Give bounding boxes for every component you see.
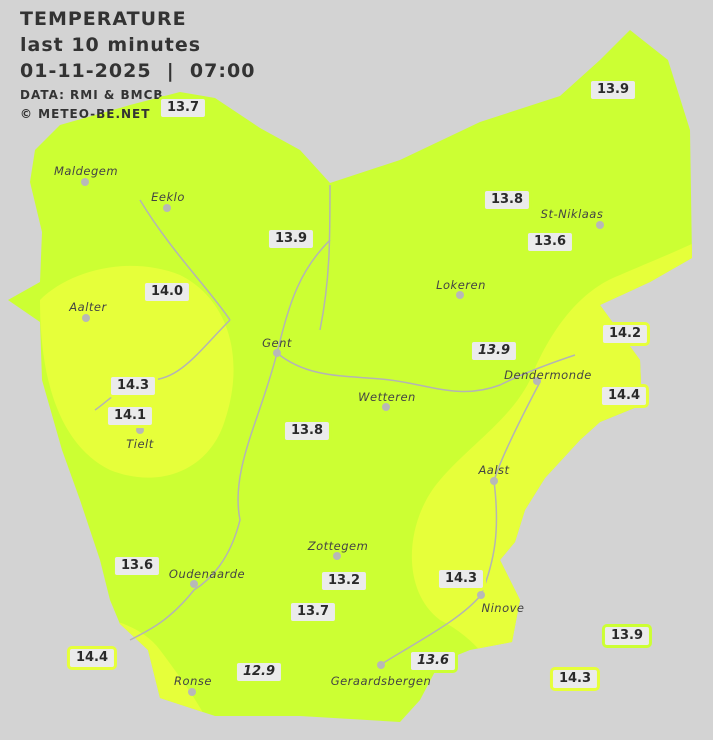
station-temperature-label[interactable]: 13.2 xyxy=(318,569,370,593)
station-temperature-label[interactable]: 13.6 xyxy=(524,230,576,254)
city-dot-lokeren xyxy=(456,291,464,299)
city-label-zottegem: Zottegem xyxy=(307,539,369,553)
city-dot-ronse xyxy=(188,688,196,696)
map-datetime: 01-11-2025 | 07:00 xyxy=(20,60,256,82)
data-source: DATA: RMI & BMCB xyxy=(20,88,164,102)
station-temperature-label[interactable]: 13.6 xyxy=(111,554,163,578)
station-temperature-label[interactable]: 14.2 xyxy=(599,322,651,346)
station-temperature-label[interactable]: 12.9 xyxy=(233,660,285,684)
copyright: © METEO-BE.NET xyxy=(20,107,151,121)
station-temperature-label[interactable]: 14.3 xyxy=(435,567,487,591)
station-temperature-label[interactable]: 14.4 xyxy=(66,646,118,670)
station-temperature-label[interactable]: 14.0 xyxy=(141,280,193,304)
city-label-aalst: Aalst xyxy=(478,463,510,477)
station-temperature-label[interactable]: 13.9 xyxy=(587,78,639,102)
city-dot-aalst xyxy=(490,477,498,485)
city-dot-gent xyxy=(273,349,281,357)
city-label-tielt: Tielt xyxy=(126,437,154,451)
city-dot-maldegem xyxy=(81,178,89,186)
map-title: TEMPERATURE xyxy=(20,8,187,30)
station-temperature-label[interactable]: 13.7 xyxy=(157,96,209,120)
station-temperature-label[interactable]: 14.4 xyxy=(598,384,650,408)
city-label-st-niklaas: St-Niklaas xyxy=(540,207,604,221)
city-dot-zottegem xyxy=(333,552,341,560)
station-temperature-label[interactable]: 13.9 xyxy=(265,227,317,251)
station-temperature-label[interactable]: 13.7 xyxy=(287,600,339,624)
station-temperature-label[interactable]: 13.8 xyxy=(281,419,333,443)
city-label-eeklo: Eeklo xyxy=(151,190,185,204)
city-label-geraardsbergen: Geraardsbergen xyxy=(330,674,432,688)
station-temperature-label[interactable]: 14.1 xyxy=(104,404,156,428)
city-label-lokeren: Lokeren xyxy=(436,278,486,292)
city-label-ninove: Ninove xyxy=(481,601,525,615)
city-dot-eeklo xyxy=(163,204,171,212)
station-temperature-label[interactable]: 14.3 xyxy=(107,374,159,398)
station-temperature-label[interactable]: 13.6 xyxy=(407,649,459,673)
city-label-oudenaarde: Oudenaarde xyxy=(168,567,246,581)
station-temperature-label[interactable]: 13.9 xyxy=(601,624,653,648)
city-label-dendermonde: Dendermonde xyxy=(504,368,592,382)
station-temperature-label[interactable]: 14.3 xyxy=(549,667,601,691)
city-dot-wetteren xyxy=(382,403,390,411)
city-dot-aalter xyxy=(82,314,90,322)
city-dot-geraardsbergen xyxy=(377,661,385,669)
city-label-gent: Gent xyxy=(262,336,292,350)
city-label-ronse: Ronse xyxy=(174,674,212,688)
city-dot-tielt xyxy=(136,426,144,434)
city-label-maldegem: Maldegem xyxy=(53,164,119,178)
station-temperature-label[interactable]: 13.9 xyxy=(468,339,520,363)
city-dot-oudenaarde xyxy=(190,580,198,588)
city-label-aalter: Aalter xyxy=(69,300,107,314)
map-subtitle: last 10 minutes xyxy=(20,34,202,56)
station-temperature-label[interactable]: 13.8 xyxy=(481,188,533,212)
city-label-wetteren: Wetteren xyxy=(358,390,416,404)
city-dot-st-niklaas xyxy=(596,221,604,229)
city-dot-dendermonde xyxy=(533,377,541,385)
city-dot-ninove xyxy=(477,591,485,599)
